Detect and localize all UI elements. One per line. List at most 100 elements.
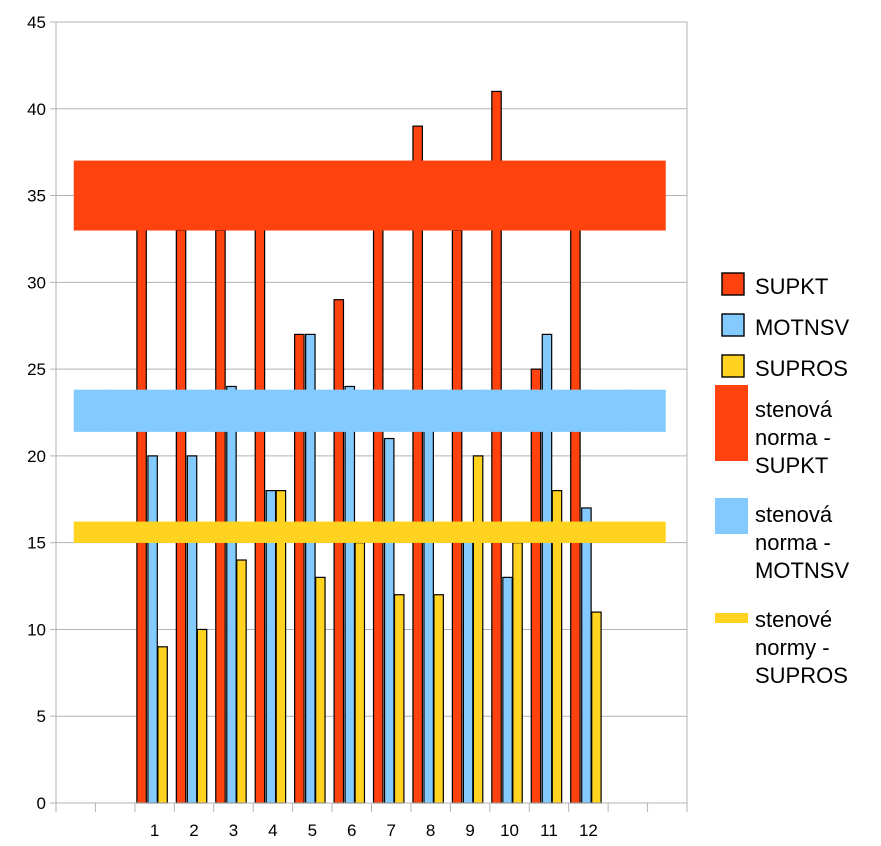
- bar: [512, 542, 523, 804]
- norm-band-segment: [295, 521, 334, 543]
- bar: [136, 212, 147, 804]
- norm-band-segment: [73, 160, 112, 231]
- bar: [157, 646, 168, 804]
- norm-band-segment: [369, 521, 408, 543]
- norm-band-segment: [553, 389, 592, 432]
- bar: [591, 611, 602, 804]
- norm-band-segment: [590, 389, 629, 432]
- bar: [581, 507, 592, 804]
- norm-band-segment: [110, 160, 149, 231]
- legend-entry: stenové normy - SUPROS: [715, 607, 848, 688]
- norm-band-segment: [147, 389, 186, 432]
- bar: [383, 437, 395, 804]
- bar: [196, 628, 208, 804]
- legend-swatch: [721, 354, 745, 378]
- x-tick-labels: 1 2 3 4 5 6 7 8 9 10 11 12: [150, 821, 598, 840]
- norm-band-segment: [627, 160, 666, 231]
- norm-band-segment: [258, 521, 297, 543]
- legend-entry: MOTNSV: [721, 313, 849, 340]
- y-tick-label: 45: [27, 13, 46, 32]
- bar: [186, 455, 198, 804]
- norm-band-segment: [221, 389, 260, 432]
- legend-label: stenové: [755, 607, 832, 632]
- bar: [215, 229, 226, 804]
- x-tick-label: 10: [500, 821, 519, 840]
- norm-band-segment: [332, 160, 371, 231]
- legend-entry: stenová norma - SUPKT: [715, 385, 833, 478]
- norm-band-segment: [627, 389, 666, 432]
- norm-band-segment: [553, 160, 592, 231]
- norm-band-segment: [221, 160, 260, 231]
- x-tick-label: 11: [540, 821, 558, 840]
- legend-swatch: [715, 385, 748, 461]
- norm-band-segment: [480, 521, 518, 543]
- legend-label: SUPKT: [755, 453, 828, 478]
- norm-band-segment: [258, 389, 297, 432]
- norm-band-segment: [221, 521, 260, 543]
- x-tick-label: 4: [268, 821, 277, 840]
- legend-label: stenová: [755, 502, 833, 527]
- bar: [472, 455, 484, 804]
- norm-band-segment: [480, 389, 518, 432]
- bar: [226, 385, 237, 804]
- norm-band-segment: [295, 160, 334, 231]
- bar: [254, 194, 266, 804]
- norm-band-segment: [406, 521, 445, 543]
- bar: [372, 212, 384, 804]
- norm-band-segment: [480, 160, 518, 231]
- norm-bands: [73, 160, 666, 543]
- y-tick-label: 35: [27, 187, 46, 206]
- legend-swatch: [715, 613, 748, 623]
- norm-band-segment: [295, 389, 334, 432]
- norm-band-segment: [443, 160, 482, 231]
- x-tick-label: 9: [465, 821, 474, 840]
- norm-band-segment: [517, 160, 555, 231]
- legend-entry: SUPROS: [721, 354, 848, 381]
- legend-label: SUPROS: [755, 663, 848, 688]
- norm-band-segment: [147, 521, 186, 543]
- legend-label: norma -: [755, 530, 831, 555]
- bar: [354, 542, 366, 804]
- legend-swatch: [721, 313, 745, 337]
- x-tick-label: 7: [386, 821, 395, 840]
- norm-band-segment: [110, 389, 149, 432]
- y-tick-label: 30: [27, 273, 46, 292]
- norm-band-segment: [406, 160, 445, 231]
- bar: [393, 594, 405, 804]
- legend-entry: stenová norma - MOTNSV: [715, 498, 849, 583]
- norm-band-segment: [517, 521, 555, 543]
- legend-label: norma -: [755, 425, 831, 450]
- bar: [462, 524, 474, 804]
- norm-band-segment: [627, 521, 666, 543]
- norm-band-segment: [590, 160, 629, 231]
- bar: [423, 420, 434, 804]
- legend-swatch: [721, 272, 745, 296]
- bar: [315, 576, 326, 804]
- legend-label: SUPKT: [755, 274, 828, 299]
- axes: [50, 21, 688, 812]
- x-tick-label: 1: [150, 821, 159, 840]
- norm-band-segment: [184, 521, 223, 543]
- norm-band-segment: [443, 389, 482, 432]
- norm-band-segment: [184, 389, 223, 432]
- bars: [136, 90, 602, 804]
- norm-band-segment: [332, 389, 371, 432]
- legend-entry: SUPKT: [721, 272, 828, 299]
- legend-label: SUPROS: [755, 356, 848, 381]
- bar: [570, 194, 581, 804]
- norm-band: [73, 160, 666, 231]
- norm-band-segment: [110, 521, 149, 543]
- y-tick-label: 0: [37, 794, 46, 813]
- bar: [433, 594, 444, 804]
- legend-label: stenová: [755, 397, 833, 422]
- legend-label: normy -: [755, 635, 830, 660]
- bar: [236, 559, 247, 804]
- x-tick-label: 12: [579, 821, 598, 840]
- y-tick-label: 15: [27, 534, 46, 553]
- legend-label: MOTNSV: [755, 558, 849, 583]
- norm-band-segment: [553, 521, 592, 543]
- y-tick-label: 10: [27, 620, 46, 639]
- y-tick-label: 25: [27, 360, 46, 379]
